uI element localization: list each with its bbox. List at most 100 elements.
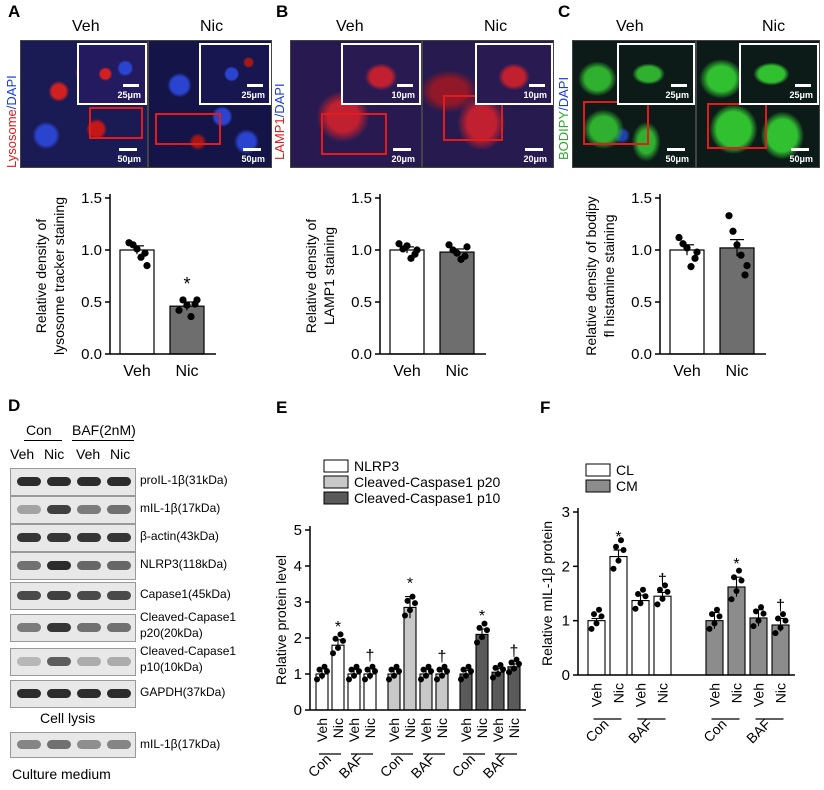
y-tick-label: 4 [294, 558, 302, 575]
y-tick-label: 0.5 [351, 294, 372, 311]
data-point [193, 296, 201, 304]
data-point [330, 650, 336, 657]
group-label: BAF [336, 751, 367, 782]
legend-swatch [323, 491, 349, 505]
x-tick-label: Veh [490, 718, 506, 742]
y-tick-label: 1.5 [351, 190, 372, 207]
data-point [418, 676, 424, 683]
data-point [391, 672, 397, 679]
data-point [476, 624, 483, 631]
data-point [490, 674, 496, 681]
scale-bar [671, 84, 687, 87]
condition-label-a-nic: Nic [200, 18, 224, 35]
data-point [348, 666, 355, 673]
blot-band [107, 591, 131, 600]
data-point [481, 620, 488, 627]
data-point [463, 672, 469, 679]
data-point [479, 634, 485, 641]
data-point [755, 617, 762, 624]
x-tick-label: Veh [418, 718, 434, 742]
scale-label: 20μm [523, 154, 547, 164]
data-point [372, 668, 378, 675]
x-tick-label: Nic [402, 718, 418, 738]
scale-label: 50μm [241, 154, 265, 164]
bar [475, 633, 489, 711]
panel-letter-a: A [8, 2, 21, 21]
scale-bar [397, 84, 413, 87]
scale-label: 10μm [391, 90, 415, 100]
data-point [388, 666, 395, 673]
blot-label: NLRP3(118kDa) [140, 557, 228, 571]
group-label: Con [377, 751, 406, 780]
y-axis-label: Relative mIL-1β protein [539, 521, 555, 666]
group-underline [72, 440, 134, 441]
group-label-con: Con [26, 422, 52, 438]
scale-label: 50μm [117, 154, 141, 164]
x-tick-label: Veh [751, 683, 767, 707]
x-tick-label: Nic [474, 718, 490, 738]
micrograph-a-veh: 25μm 50μm [20, 40, 148, 168]
blot-strip [10, 614, 136, 642]
data-point [133, 245, 141, 253]
scale-bar [247, 84, 263, 87]
scale-label: 10μm [523, 90, 547, 100]
panel-letter-f: F [540, 398, 551, 417]
data-point [693, 248, 701, 256]
data-point [743, 262, 751, 270]
bar [609, 556, 628, 676]
data-point [143, 262, 151, 270]
group-label: Con [449, 751, 478, 780]
data-point [436, 666, 443, 673]
data-point [738, 577, 745, 584]
data-point [175, 306, 183, 314]
data-point [675, 233, 683, 242]
data-point [782, 617, 789, 624]
zoom-region-box [155, 113, 221, 145]
scale-bar [791, 148, 809, 151]
group-label: Con [582, 716, 611, 745]
y-axis-label: Relative density of [303, 219, 319, 334]
blot-band [47, 561, 71, 570]
data-point [593, 620, 600, 627]
data-point [332, 635, 339, 642]
data-point [492, 664, 499, 671]
data-point [731, 574, 737, 581]
x-tick-label: Veh [314, 718, 330, 742]
y-axis-label: Relative density of [33, 219, 49, 334]
data-point [516, 660, 522, 667]
y-axis-label: lysosome tracker staining [51, 197, 67, 355]
data-point [453, 249, 461, 257]
data-point [314, 676, 320, 683]
blot-strip [10, 524, 136, 552]
scale-label: 25μm [665, 90, 689, 100]
inset-magnified-view: 25μm [617, 43, 695, 105]
data-point [428, 668, 434, 675]
condition-label-c-veh: Veh [616, 18, 644, 35]
data-point [753, 608, 759, 615]
culture-medium-label: Culture medium [12, 766, 111, 782]
group-label: BAF [480, 751, 511, 782]
bar-chart-a: 0.0 0.5 1.0 1.5 Relative density of lysosome … [33, 190, 216, 380]
data-point [187, 312, 195, 321]
data-point [324, 668, 330, 675]
y-tick-label: 0.5 [631, 294, 652, 311]
scale-bar [123, 84, 139, 87]
lane-label: Veh [10, 446, 35, 462]
blot-band [77, 689, 101, 698]
lane-label: Nic [44, 446, 65, 462]
blot-band [47, 477, 71, 486]
micrograph-c-nic: 25μm 50μm [696, 40, 820, 168]
legend-swatch [585, 479, 611, 493]
inset-magnified-view: 25μm [199, 43, 271, 105]
x-tick-label: Nic [611, 683, 627, 703]
blot-strip-medium [10, 732, 136, 758]
blot-band [47, 689, 71, 698]
x-tick-label: Nic [434, 718, 450, 738]
blot-label: Cleaved-Capase1 [140, 610, 237, 624]
inset-magnified-view: 10μm [341, 43, 421, 105]
blot-label-line2: p20(20kDa) [140, 626, 203, 640]
y-axis-label: Relative protein level [273, 555, 289, 685]
data-point [736, 567, 742, 574]
data-point [733, 241, 741, 249]
scale-label: 25μm [241, 90, 265, 100]
